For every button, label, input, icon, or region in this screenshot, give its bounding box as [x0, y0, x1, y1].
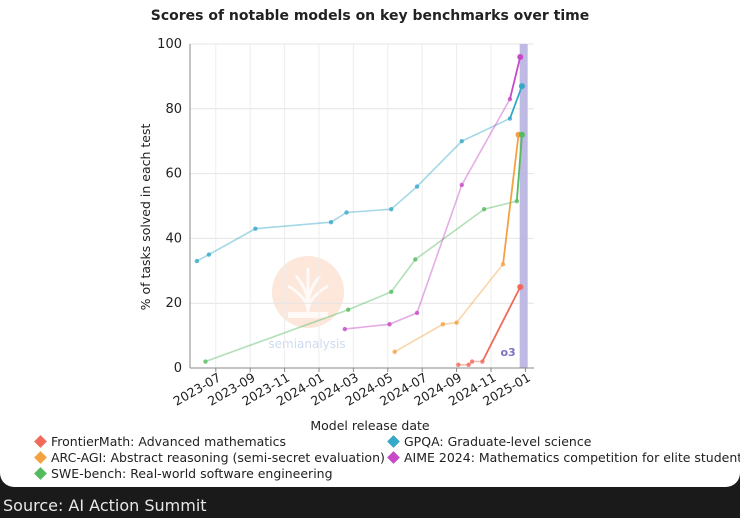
series-final-segment-3: [509, 85, 523, 119]
data-point: [517, 53, 524, 60]
series-line-1: [394, 263, 504, 353]
data-point: [346, 307, 351, 312]
o3-highlight-band: [519, 44, 528, 368]
data-point: [194, 258, 200, 264]
data-point: [469, 359, 475, 364]
series-final-segment-4: [509, 56, 522, 100]
data-point: [440, 322, 446, 327]
legend-label: SWE-bench: Real-world software engineeri…: [51, 466, 333, 481]
legend-item-swe-bench: SWE-bench: Real-world software engineeri…: [34, 466, 333, 481]
data-point: [392, 349, 397, 354]
legend-marker: [34, 451, 47, 464]
legend-label: AIME 2024: Mathematics competition for e…: [404, 450, 740, 465]
data-point: [456, 362, 461, 367]
legend-item-aime: AIME 2024: Mathematics competition for e…: [387, 450, 740, 465]
y-tick-label: 100: [157, 37, 182, 52]
data-point: [507, 116, 513, 121]
data-point: [253, 226, 258, 231]
y-tick-label: 0: [174, 361, 182, 376]
series-final-segment-0: [481, 286, 522, 362]
data-point: [413, 257, 418, 262]
x-axis-label: Model release date: [310, 418, 430, 433]
watermark-logo: semianalysis: [268, 256, 346, 351]
data-point: [389, 207, 394, 212]
legend-item-arc-agi: ARC-AGI: Abstract reasoning (semi-secret…: [34, 450, 385, 465]
legend-marker: [34, 435, 47, 448]
source-caption: Source: AI Action Summit: [3, 496, 207, 515]
data-point: [328, 220, 334, 225]
data-point: [387, 322, 392, 327]
data-point: [459, 139, 464, 144]
legend-marker: [387, 435, 400, 448]
data-point: [454, 320, 459, 325]
series-line-2: [205, 200, 517, 363]
data-point: [481, 207, 487, 212]
series-line-0: [458, 360, 483, 366]
watermark-text: semianalysis: [268, 337, 345, 351]
y-tick-label: 80: [165, 102, 182, 117]
legend-item-gpqa: GPQA: Graduate-level science: [387, 434, 592, 449]
y-tick-label: 20: [165, 296, 182, 311]
data-point: [514, 198, 519, 204]
legend-marker: [34, 467, 47, 480]
data-point: [466, 362, 471, 367]
o3-label: o3: [500, 346, 515, 359]
chart-title: Scores of notable models on key benchmar…: [151, 8, 590, 24]
series-final-segment-1: [502, 134, 520, 265]
data-point: [206, 252, 212, 257]
data-point: [342, 326, 347, 332]
legend-item-frontiermath: FrontierMath: Advanced mathematics: [34, 434, 287, 449]
y-axis-label: % of tasks solved in each test: [138, 124, 153, 311]
legend-marker: [387, 451, 400, 464]
line-chart: semianalysis o3 0204060801002023-072023-…: [138, 8, 590, 433]
series-line-4: [344, 98, 511, 330]
chart-card: semianalysis o3 0 20 40 60 80 100 2023-07 2023-…: [0, 0, 740, 487]
data-point: [500, 262, 506, 267]
y-tick-label: 60: [165, 167, 182, 182]
y-tick-label: 40: [165, 231, 182, 246]
data-point: [414, 184, 420, 189]
legend-label: ARC-AGI: Abstract reasoning (semi-secret…: [51, 450, 385, 465]
data-point: [414, 310, 420, 316]
data-point: [203, 359, 208, 364]
data-point: [480, 359, 485, 364]
data-point: [344, 210, 349, 215]
data-point: [518, 131, 525, 138]
data-point: [518, 83, 525, 90]
data-point: [507, 96, 513, 102]
data-point: [517, 284, 524, 290]
legend-label: GPQA: Graduate-level science: [404, 434, 592, 449]
legend-label: FrontierMath: Advanced mathematics: [51, 434, 287, 449]
data-point: [389, 289, 394, 295]
series-final-segment-2: [515, 134, 523, 202]
data-point: [459, 182, 464, 188]
